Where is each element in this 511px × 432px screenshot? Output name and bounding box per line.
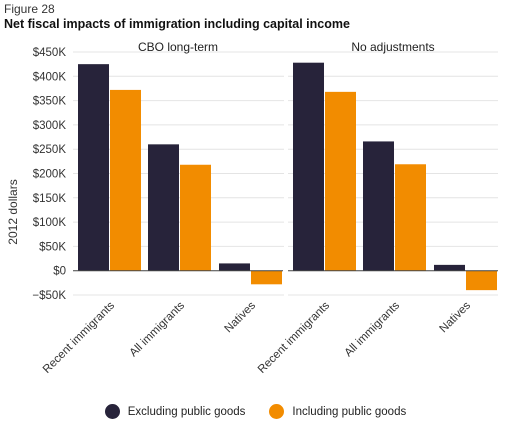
legend-label-including: Including public goods xyxy=(292,405,407,418)
bar xyxy=(78,64,109,271)
panel-1: CBO long-term Recent immigrants All immigr… xyxy=(41,40,283,376)
bar xyxy=(251,270,282,285)
y-tick-label: $250K xyxy=(33,144,67,156)
y-tick-label: $0 xyxy=(53,266,66,278)
y-axis-ticks: $450K $400K $350K $300K $250K $200K $150K $100K… xyxy=(32,47,66,302)
bar xyxy=(434,264,465,271)
y-tick-label: $200K xyxy=(33,169,67,181)
panel-2: No adjustments Recent immigrants All immig… xyxy=(256,40,498,376)
y-tick-label: $150K xyxy=(33,193,67,205)
bar xyxy=(325,91,356,271)
x-tick-label: Natives xyxy=(223,299,259,335)
y-tick-label: $350K xyxy=(33,96,67,108)
legend-item-excluding: Excluding public goods xyxy=(104,404,246,419)
panel-title: No adjustments xyxy=(351,40,434,54)
y-tick-label: $450K xyxy=(33,47,67,59)
y-tick-label: $300K xyxy=(33,120,67,132)
legend: Excluding public goods Including public … xyxy=(0,404,511,419)
x-tick-label: All immigrants xyxy=(128,299,188,359)
bar xyxy=(293,62,324,271)
legend-item-including: Including public goods xyxy=(269,404,406,419)
figure-label: Figure 28 xyxy=(4,2,55,16)
x-tick-label: Recent immigrants xyxy=(41,299,117,375)
y-tick-label: $400K xyxy=(33,71,67,83)
bar xyxy=(363,141,394,271)
legend-swatch-dark xyxy=(104,404,120,419)
bar xyxy=(466,270,497,291)
bar xyxy=(219,263,250,271)
bar xyxy=(180,164,211,271)
panel-title: CBO long-term xyxy=(138,40,218,54)
bar xyxy=(395,164,426,271)
x-tick-label: All immigrants xyxy=(343,299,403,359)
y-tick-label: $50K xyxy=(39,241,66,253)
panel-separator xyxy=(284,60,288,300)
y-tick-label: $100K xyxy=(33,217,67,229)
bar xyxy=(148,144,179,271)
y-tick-label: −$50K xyxy=(32,290,66,302)
bar-chart: $450K $400K $350K $300K $250K $200K $150K $100K… xyxy=(6,40,498,376)
legend-label-excluding: Excluding public goods xyxy=(127,405,246,418)
x-tick-label: Natives xyxy=(438,299,474,335)
y-axis-label: 2012 dollars xyxy=(6,179,20,244)
x-tick-label: Recent immigrants xyxy=(256,299,332,375)
bar xyxy=(110,89,141,271)
chart-title: Net fiscal impacts of immigration includ… xyxy=(4,17,350,31)
legend-swatch-orange xyxy=(269,404,285,419)
